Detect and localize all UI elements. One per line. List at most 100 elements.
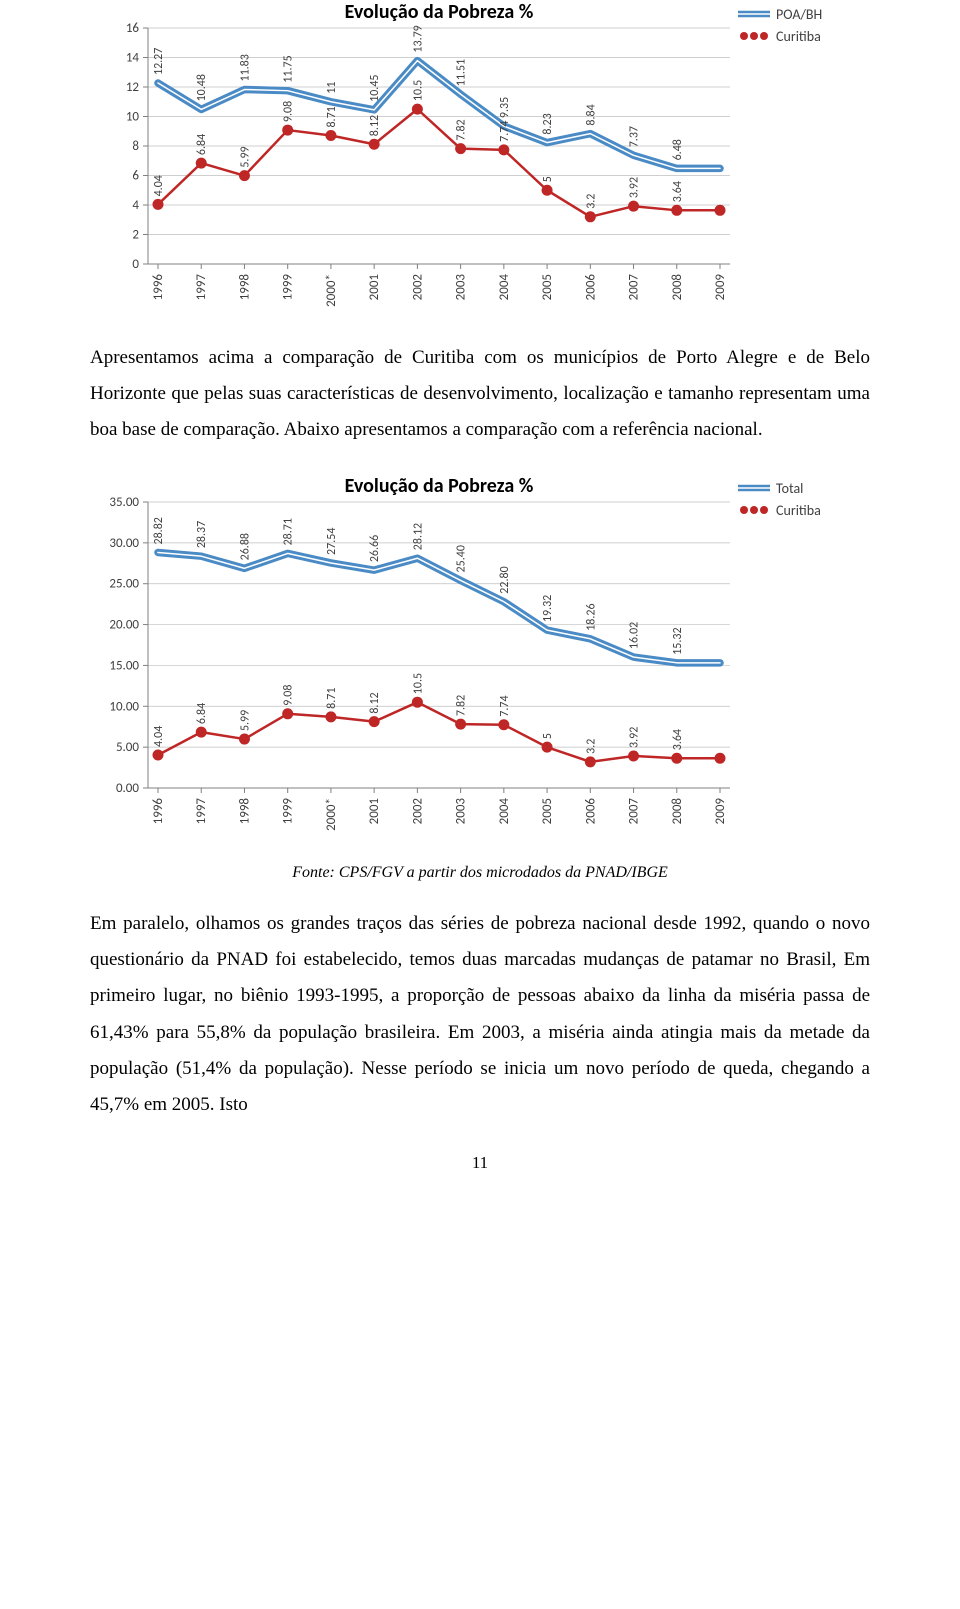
svg-text:10.48: 10.48 xyxy=(195,74,209,101)
svg-text:2003: 2003 xyxy=(454,798,469,825)
svg-text:9.35: 9.35 xyxy=(498,97,512,118)
svg-text:4: 4 xyxy=(132,198,139,213)
svg-text:8.71: 8.71 xyxy=(325,688,339,709)
chart-poverty-poa-bh-vs-curitiba: 024681012141619961997199819992000*200120… xyxy=(90,0,870,320)
svg-text:18.26: 18.26 xyxy=(584,604,598,631)
svg-text:1998: 1998 xyxy=(237,798,252,825)
svg-text:2009: 2009 xyxy=(713,274,728,301)
svg-text:25.00: 25.00 xyxy=(109,577,139,592)
svg-text:28.12: 28.12 xyxy=(411,523,425,550)
svg-text:15.00: 15.00 xyxy=(109,659,139,674)
svg-text:11.83: 11.83 xyxy=(238,54,252,81)
figure-source: Fonte: CPS/FGV a partir dos microdados d… xyxy=(90,864,870,882)
svg-text:8.84: 8.84 xyxy=(584,104,598,125)
svg-text:1999: 1999 xyxy=(281,274,296,301)
svg-text:11.75: 11.75 xyxy=(282,55,296,82)
svg-text:0: 0 xyxy=(132,257,139,272)
svg-text:2005: 2005 xyxy=(540,798,555,824)
svg-text:11: 11 xyxy=(325,82,339,94)
svg-text:16.02: 16.02 xyxy=(628,622,642,649)
svg-text:8.71: 8.71 xyxy=(325,106,339,127)
svg-text:2001: 2001 xyxy=(367,274,382,300)
svg-text:28.37: 28.37 xyxy=(195,521,209,548)
svg-text:5.99: 5.99 xyxy=(238,710,252,731)
svg-text:2006: 2006 xyxy=(583,274,598,301)
svg-text:13.79: 13.79 xyxy=(411,25,425,52)
svg-text:2004: 2004 xyxy=(497,798,512,825)
svg-text:1998: 1998 xyxy=(237,274,252,301)
svg-text:6.84: 6.84 xyxy=(195,703,209,724)
svg-text:28.82: 28.82 xyxy=(152,517,166,544)
svg-text:16: 16 xyxy=(126,21,140,36)
svg-text:7.82: 7.82 xyxy=(455,695,469,716)
svg-text:2007: 2007 xyxy=(627,274,642,301)
page-number: 11 xyxy=(90,1153,870,1173)
svg-text:9.08: 9.08 xyxy=(282,685,296,706)
svg-text:11.51: 11.51 xyxy=(455,59,469,86)
svg-text:10.5: 10.5 xyxy=(411,673,425,694)
svg-text:2004: 2004 xyxy=(497,274,512,301)
svg-text:3.2: 3.2 xyxy=(584,739,598,754)
svg-text:3.64: 3.64 xyxy=(671,729,685,750)
svg-text:POA/BH: POA/BH xyxy=(776,6,822,23)
svg-text:Evolução da Pobreza %: Evolução da Pobreza % xyxy=(345,474,534,498)
svg-text:2003: 2003 xyxy=(454,274,469,301)
svg-text:4.04: 4.04 xyxy=(152,726,166,747)
svg-text:10: 10 xyxy=(126,110,140,125)
svg-text:Curitiba: Curitiba xyxy=(776,502,821,519)
svg-text:7.74: 7.74 xyxy=(498,121,512,142)
svg-text:27.54: 27.54 xyxy=(325,528,339,555)
svg-text:2009: 2009 xyxy=(713,798,728,825)
svg-text:2008: 2008 xyxy=(670,274,685,301)
svg-text:12.27: 12.27 xyxy=(152,48,166,75)
svg-text:28.71: 28.71 xyxy=(282,518,296,545)
svg-text:26.66: 26.66 xyxy=(368,535,382,562)
svg-text:5.99: 5.99 xyxy=(238,146,252,167)
svg-text:6.48: 6.48 xyxy=(671,139,685,160)
svg-text:14: 14 xyxy=(126,51,140,66)
svg-text:3.64: 3.64 xyxy=(671,181,685,202)
svg-text:35.00: 35.00 xyxy=(109,495,139,510)
paragraph-analysis: Em paralelo, olhamos os grandes traços d… xyxy=(90,906,870,1123)
svg-text:1997: 1997 xyxy=(194,274,209,301)
svg-text:2007: 2007 xyxy=(627,798,642,825)
svg-text:3.92: 3.92 xyxy=(628,727,642,748)
svg-text:9.08: 9.08 xyxy=(282,101,296,122)
paragraph-intro: Apresentamos acima a comparação de Curit… xyxy=(90,340,870,448)
svg-text:1996: 1996 xyxy=(151,798,166,825)
svg-text:25.40: 25.40 xyxy=(455,545,469,572)
svg-text:Total: Total xyxy=(776,480,803,497)
svg-text:0.00: 0.00 xyxy=(116,781,139,796)
svg-text:3.92: 3.92 xyxy=(628,177,642,198)
svg-text:6.84: 6.84 xyxy=(195,134,209,155)
svg-text:5.00: 5.00 xyxy=(116,740,139,755)
svg-text:2002: 2002 xyxy=(410,274,425,301)
svg-text:30.00: 30.00 xyxy=(109,536,139,551)
svg-text:10.00: 10.00 xyxy=(109,700,139,715)
svg-text:4.04: 4.04 xyxy=(152,175,166,196)
svg-text:8: 8 xyxy=(132,139,139,154)
svg-text:12: 12 xyxy=(126,80,140,95)
svg-text:2005: 2005 xyxy=(540,274,555,300)
svg-text:1996: 1996 xyxy=(151,274,166,301)
svg-text:10.5: 10.5 xyxy=(411,80,425,101)
svg-text:1997: 1997 xyxy=(194,798,209,825)
svg-text:22.80: 22.80 xyxy=(498,567,512,594)
svg-text:2008: 2008 xyxy=(670,798,685,825)
svg-text:3.2: 3.2 xyxy=(584,194,598,209)
svg-text:8.12: 8.12 xyxy=(368,693,382,714)
svg-text:8.23: 8.23 xyxy=(541,113,555,134)
svg-text:2: 2 xyxy=(132,228,139,243)
svg-text:26.88: 26.88 xyxy=(238,533,252,560)
svg-text:2006: 2006 xyxy=(583,798,598,825)
svg-text:20.00: 20.00 xyxy=(109,618,139,633)
svg-text:5: 5 xyxy=(541,176,555,182)
svg-text:Evolução da Pobreza %: Evolução da Pobreza % xyxy=(345,0,534,24)
svg-text:6: 6 xyxy=(132,169,139,184)
svg-text:7.37: 7.37 xyxy=(628,126,642,147)
svg-text:8.12: 8.12 xyxy=(368,115,382,136)
chart-poverty-total-vs-curitiba: 0.00 5.00 10.00 15.00 20.00 25.00 30.00 35.00 19… xyxy=(90,474,870,844)
svg-text:10.45: 10.45 xyxy=(368,75,382,102)
svg-text:15.32: 15.32 xyxy=(671,628,685,655)
svg-text:2002: 2002 xyxy=(410,798,425,825)
